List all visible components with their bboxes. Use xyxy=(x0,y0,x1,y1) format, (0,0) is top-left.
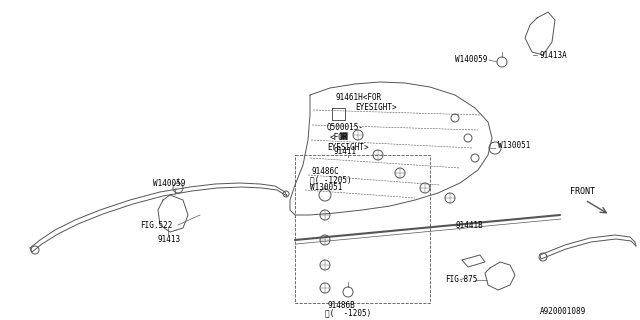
Text: 91411: 91411 xyxy=(333,148,356,156)
Text: ※(  -1205): ※( -1205) xyxy=(325,308,371,317)
Text: A920001089: A920001089 xyxy=(540,308,586,316)
Bar xyxy=(340,132,347,139)
Text: FIG.875: FIG.875 xyxy=(445,276,477,284)
Text: 91486B: 91486B xyxy=(328,300,356,309)
Text: 91413: 91413 xyxy=(158,236,181,244)
Text: FRONT: FRONT xyxy=(570,188,595,196)
Text: W140059: W140059 xyxy=(153,179,186,188)
Text: 91441B: 91441B xyxy=(455,220,483,229)
Text: <FOR: <FOR xyxy=(330,132,349,141)
Text: EYESIGHT>: EYESIGHT> xyxy=(355,102,397,111)
Text: 91413A: 91413A xyxy=(539,51,567,60)
Text: Q500015-: Q500015- xyxy=(327,123,364,132)
Text: EYESIGHT>: EYESIGHT> xyxy=(327,142,369,151)
Text: W130051: W130051 xyxy=(498,140,531,149)
Text: ※( -1205): ※( -1205) xyxy=(310,175,351,185)
Text: 91486C: 91486C xyxy=(312,167,340,177)
Text: 91461H<FOR: 91461H<FOR xyxy=(335,93,381,102)
Text: W140059: W140059 xyxy=(455,55,488,65)
Text: W130051: W130051 xyxy=(310,183,342,193)
Text: FIG.522: FIG.522 xyxy=(140,220,172,229)
